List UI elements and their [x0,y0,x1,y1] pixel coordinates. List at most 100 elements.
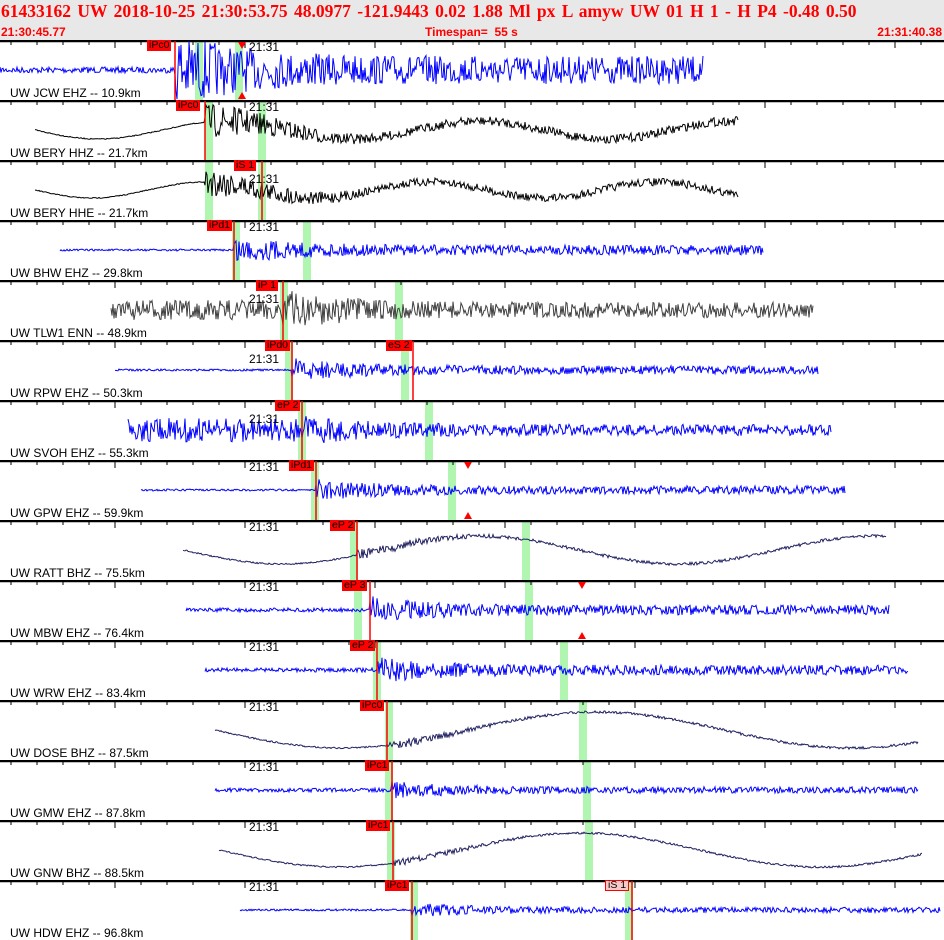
time-label: 21:31 [249,460,280,474]
waveform-plot [0,220,944,280]
waveform [185,596,890,621]
station-label: UW DOSE BHZ -- 87.5km [10,746,149,760]
waveform-plot [0,760,944,820]
time-label: 21:31 [249,172,280,186]
trace-row[interactable]: 21:31 iPc0 UW DOSE BHZ -- 87.5km [0,700,944,760]
phase-pick[interactable]: iPc0 [176,99,201,111]
waveform [214,780,919,799]
end-time: 21:31:40.38 [877,25,942,39]
station-label: UW GNW BHZ -- 88.5km [10,866,144,880]
phase-pick[interactable]: iPd0 [265,339,291,351]
phase-pick[interactable]: iPc0 [360,699,385,711]
pick-window [522,521,530,580]
pick-window [258,101,266,160]
trace-row[interactable]: 21:31 eP 2 UW SVOH EHZ -- 55.3km [0,400,944,460]
station-label: UW WRW EHZ -- 83.4km [10,686,146,700]
phase-pick[interactable]: iPc1 [366,819,391,831]
waveform [59,239,764,261]
waveform [127,416,832,444]
station-label: UW BERY HHZ -- 21.7km [10,146,148,160]
station-label: UW JCW EHZ -- 10.9km [10,86,141,100]
waveform [110,291,814,326]
phase-pick[interactable]: iPd1 [207,219,233,231]
trace-row[interactable]: 21:31 iPd1 UW BHW EHZ -- 29.8km [0,220,944,280]
pick-triangle-icon [238,92,246,99]
pick-triangle-icon [464,462,472,469]
station-label: UW RATT BHZ -- 75.5km [10,566,145,580]
waveform [204,657,909,682]
time-label: 21:31 [249,220,280,234]
waveform-plot [0,580,944,640]
phase-pick[interactable]: eP 3 [342,579,368,591]
trace-row[interactable]: 21:31 iP 1 UW TLW1 ENN -- 48.9km [0,280,944,340]
pick-window [387,821,395,880]
phase-pick[interactable]: eP 2 [275,399,301,411]
pick-window [625,881,633,940]
phase-pick[interactable]: iS 1 [234,159,257,171]
waveform-plot [0,880,944,940]
trace-row[interactable]: 21:31 iPd1 UW GPW EHZ -- 59.9km [0,460,944,520]
trace-row[interactable]: 21:31 iS 1 UW BERY HHE -- 21.7km [0,160,944,220]
time-label: 21:31 [249,760,280,774]
waveform-plot [0,340,944,400]
pick-window [303,221,311,280]
pick-window [350,521,358,580]
trace-row[interactable]: 21:31 eP 2 UW WRW EHZ -- 83.4km [0,640,944,700]
phase-pick[interactable]: iS 1 [605,880,630,891]
phase-pick[interactable]: eP 2 [350,639,376,651]
phase-pick[interactable]: iP 1 [256,279,278,291]
waveform [218,831,923,869]
waveform [140,479,846,499]
event-summary: 61433162 UW 2018-10-25 21:30:53.75 48.09… [1,1,857,21]
pick-window [205,161,213,220]
trace-row[interactable]: 21:31 iPc1 iS 1 UW HDW EHZ -- 96.8km [0,880,944,940]
waveform-plot [0,460,944,520]
station-label: UW SVOH EHZ -- 55.3km [10,446,149,460]
phase-pick[interactable]: eS 2 [386,339,412,351]
time-label: 21:31 [249,40,280,54]
waveform [0,40,704,100]
pick-triangle-icon [578,632,586,639]
trace-row[interactable]: 21:31 iPc0 UW BERY HHZ -- 21.7km [0,100,944,160]
trace-row[interactable]: 21:31 iPd0 eS 2 UW RPW EHZ -- 50.3km [0,340,944,400]
waveform [34,103,739,145]
station-label: UW RPW EHZ -- 50.3km [10,386,143,400]
pick-window [583,761,591,820]
waveform [115,358,819,379]
time-label: 21:31 [249,580,280,594]
waveform-plot [0,100,944,160]
trace-row[interactable]: 21:31 iPc1 UW GMW EHZ -- 87.8km [0,760,944,820]
seismogram-panel[interactable]: 21:31 iPc0 UW JCW EHZ -- 10.9km 21:31 iPc0 UW… [0,40,944,940]
waveform-plot [0,280,944,340]
waveform [182,532,887,567]
time-label: 21:31 [249,292,280,306]
station-label: UW GMW EHZ -- 87.8km [10,806,146,820]
pick-window [525,581,533,640]
station-label: UW BHW EHZ -- 29.8km [10,266,143,280]
trace-row[interactable]: 21:31 eP 2 UW RATT BHZ -- 75.5km [0,520,944,580]
trace-row[interactable]: 21:31 eP 3 UW MBW EHZ -- 76.4km [0,580,944,640]
pick-window [579,701,587,760]
trace-row[interactable]: 21:31 iPc0 UW JCW EHZ -- 10.9km [0,40,944,100]
time-label: 21:31 [249,412,280,426]
phase-pick[interactable]: iPc1 [365,759,390,771]
phase-pick[interactable]: iPc1 [385,879,410,891]
pick-window [425,401,433,460]
waveform-plot [0,40,944,100]
time-label: 21:31 [249,520,280,534]
event-header: 61433162 UW 2018-10-25 21:30:53.75 48.09… [0,0,944,40]
phase-pick[interactable]: iPc0 [147,39,172,51]
waveform [34,171,739,205]
pick-window [385,701,393,760]
phase-pick[interactable]: iPd1 [289,459,315,471]
trace-row[interactable]: 21:31 iPc1 UW GNW BHZ -- 88.5km [0,820,944,880]
time-label: 21:31 [249,880,280,894]
start-time: 21:30:45.77 [1,25,66,39]
timespan: Timespan= 55 s [425,25,518,39]
waveform [239,903,941,917]
waveform-plot [0,520,944,580]
phase-pick[interactable]: eP 2 [330,519,356,531]
pick-window [585,821,593,880]
pick-window [205,101,213,160]
pick-triangle-icon [464,512,472,519]
